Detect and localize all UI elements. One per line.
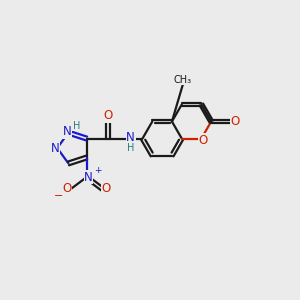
Text: H: H bbox=[73, 121, 80, 131]
Text: O: O bbox=[62, 182, 71, 196]
Text: O: O bbox=[103, 110, 113, 122]
Text: N: N bbox=[126, 131, 135, 144]
Text: −: − bbox=[53, 191, 63, 201]
Text: O: O bbox=[102, 182, 111, 196]
Text: O: O bbox=[230, 115, 239, 128]
Text: N: N bbox=[51, 142, 60, 154]
Text: N: N bbox=[84, 171, 93, 184]
Text: N: N bbox=[63, 125, 72, 138]
Text: +: + bbox=[94, 166, 102, 175]
Text: CH₃: CH₃ bbox=[174, 75, 192, 85]
Text: H: H bbox=[127, 143, 134, 153]
Text: O: O bbox=[199, 134, 208, 147]
